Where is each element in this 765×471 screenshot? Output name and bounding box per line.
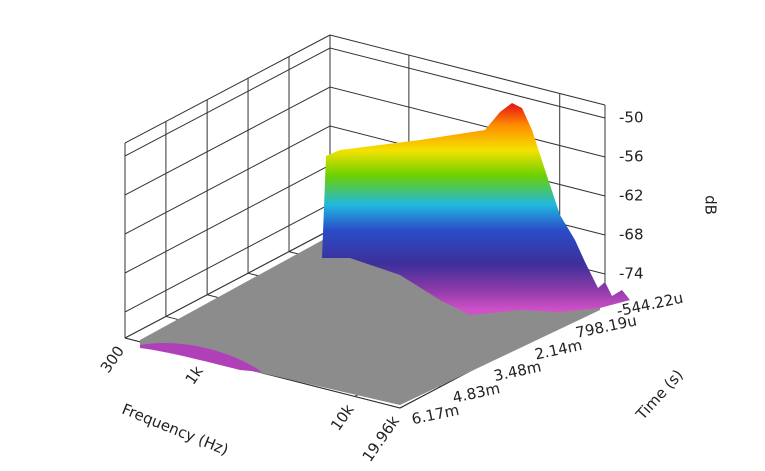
floor-blob (140, 343, 262, 372)
surface (322, 103, 630, 315)
z-tick-label: -56 (619, 148, 644, 166)
x-tick-label: 300 (97, 343, 128, 377)
z-tick-label: -50 (619, 109, 644, 127)
z-axis-label: dB (702, 195, 720, 215)
y-tick-label: 3.48m (492, 357, 543, 385)
z-tick-label: -74 (619, 265, 644, 283)
z-tick-label: -68 (619, 226, 644, 244)
box-edge (124, 34, 331, 144)
y-axis-label: Time (s) (632, 366, 687, 424)
y-tick-label: 4.83m (451, 379, 502, 407)
z-tick-label: -62 (619, 187, 644, 205)
x-tick-label: 10k (327, 401, 358, 434)
y-tick-label: 2.14m (533, 336, 584, 364)
y-tick-label: 6.17m (410, 401, 461, 429)
box-edge (329, 34, 606, 106)
x-tick-label: 1k (182, 362, 207, 388)
grid-line (124, 229, 331, 339)
x-axis-label: Frequency (Hz) (119, 400, 231, 459)
x-tick-label: 19.96k (359, 412, 404, 465)
